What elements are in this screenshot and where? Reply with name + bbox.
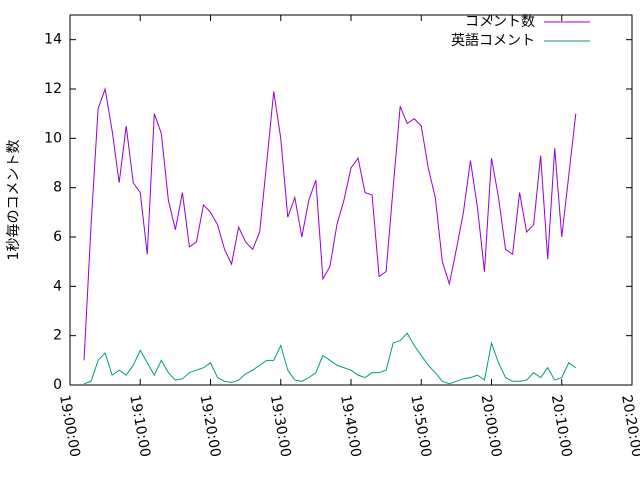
y-tick-label: 2 [53,328,62,344]
y-tick-label: 12 [44,81,62,97]
y-tick-label: 4 [53,278,62,294]
y-tick-label: 8 [53,180,62,196]
plot-frame [69,14,633,386]
y-tick-label: 14 [44,32,62,48]
y-tick-label: 10 [44,130,62,146]
series-line [83,332,577,385]
series-line [83,87,577,361]
y-axis-label: 1秒毎のコメント数 [6,140,22,261]
legend-label: コメント数 [465,14,535,30]
y-tick-label: 6 [53,229,62,245]
y-tick-label: 0 [53,377,62,393]
legend-label: 英語コメント [451,32,535,49]
